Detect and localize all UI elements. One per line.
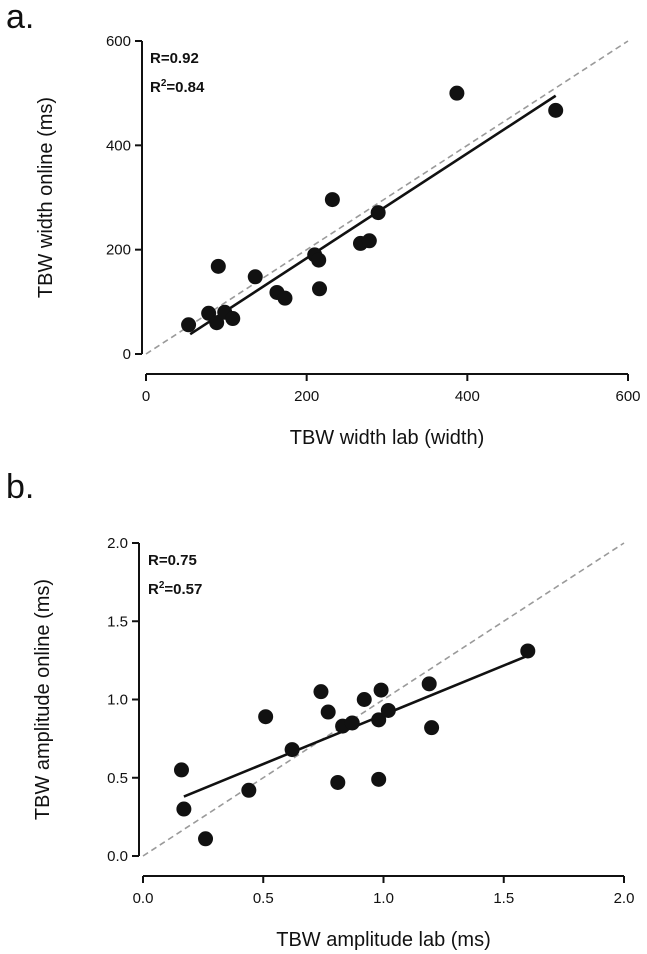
data-point — [247, 269, 263, 285]
data-point — [548, 102, 564, 118]
x-tick-label: 200 — [294, 388, 319, 405]
data-point — [424, 720, 440, 736]
y-tick-label: 0 — [123, 346, 131, 363]
data-point — [173, 762, 189, 778]
r-squared-annotation: R2=0.57 — [148, 580, 202, 598]
data-point — [258, 709, 274, 725]
y-tick-label: 2.0 — [107, 535, 128, 552]
identity-line — [142, 542, 625, 857]
data-point — [277, 290, 293, 306]
x-axis-title: TBW width lab (width) — [290, 427, 485, 449]
data-point — [209, 315, 225, 331]
r-squared-value: =0.84 — [166, 79, 205, 96]
data-point — [312, 281, 328, 297]
data-point — [373, 682, 389, 698]
data-point — [449, 85, 465, 101]
data-point — [320, 704, 336, 720]
data-point — [198, 831, 214, 847]
y-tick-label: 1.0 — [107, 692, 128, 709]
y-axis-title: TBW amplitude online (ms) — [32, 579, 54, 820]
data-point — [313, 684, 329, 700]
r-annotation: R=0.75 — [148, 552, 197, 569]
data-point — [361, 233, 377, 249]
data-point — [421, 676, 437, 692]
r-squared-base: R — [148, 581, 159, 598]
r-squared-base: R — [150, 79, 161, 96]
x-tick-label: 0.5 — [253, 890, 274, 907]
identity-line — [145, 40, 629, 355]
data-point — [210, 258, 226, 274]
r-squared-superscript: 2 — [161, 78, 167, 89]
x-tick-label: 0 — [142, 388, 150, 405]
panel-a: a. 0 200 400 600 0 200 400 600 TBW width lab (wid… — [6, 0, 641, 449]
x-tick-label: 400 — [455, 388, 480, 405]
data-point — [370, 205, 386, 221]
panel-label: b. — [6, 468, 34, 506]
x-tick-label: 1.5 — [493, 890, 514, 907]
y-tick-label: 1.5 — [107, 613, 128, 630]
r-annotation: R=0.92 — [150, 50, 199, 67]
data-point — [225, 311, 241, 327]
data-point — [330, 774, 346, 790]
x-tick-label: 600 — [615, 388, 640, 405]
y-tick-label: 0.0 — [107, 848, 128, 865]
x-tick-label: 0.0 — [133, 890, 154, 907]
data-point — [181, 317, 197, 333]
data-point — [520, 643, 536, 659]
data-point — [356, 692, 372, 707]
r-squared-value: =0.57 — [164, 581, 202, 598]
r-squared-superscript: 2 — [159, 580, 165, 591]
r-squared-annotation: R2=0.84 — [150, 78, 205, 96]
data-point — [324, 192, 340, 208]
data-point — [176, 801, 192, 817]
y-axis-title: TBW width online (ms) — [35, 97, 57, 298]
data-point — [284, 742, 300, 758]
y-tick-label: 600 — [106, 33, 131, 50]
data-point — [371, 712, 387, 728]
data-point — [344, 715, 360, 731]
data-point — [311, 252, 327, 268]
y-tick-label: 400 — [106, 137, 131, 154]
panel-label: a. — [6, 0, 34, 36]
y-tick-label: 200 — [106, 242, 131, 259]
panel-b: b. 0.0 0.5 1.0 1.5 2.0 0.0 0.5 1.0 1.5 2.0 TBW ampl… — [6, 468, 634, 951]
x-tick-label: 2.0 — [614, 890, 635, 907]
data-point — [380, 702, 396, 718]
x-tick-label: 1.0 — [373, 890, 394, 907]
data-point — [241, 782, 257, 798]
data-point — [371, 771, 387, 787]
y-tick-label: 0.5 — [107, 770, 128, 787]
x-axis-title: TBW amplitude lab (ms) — [276, 929, 491, 951]
